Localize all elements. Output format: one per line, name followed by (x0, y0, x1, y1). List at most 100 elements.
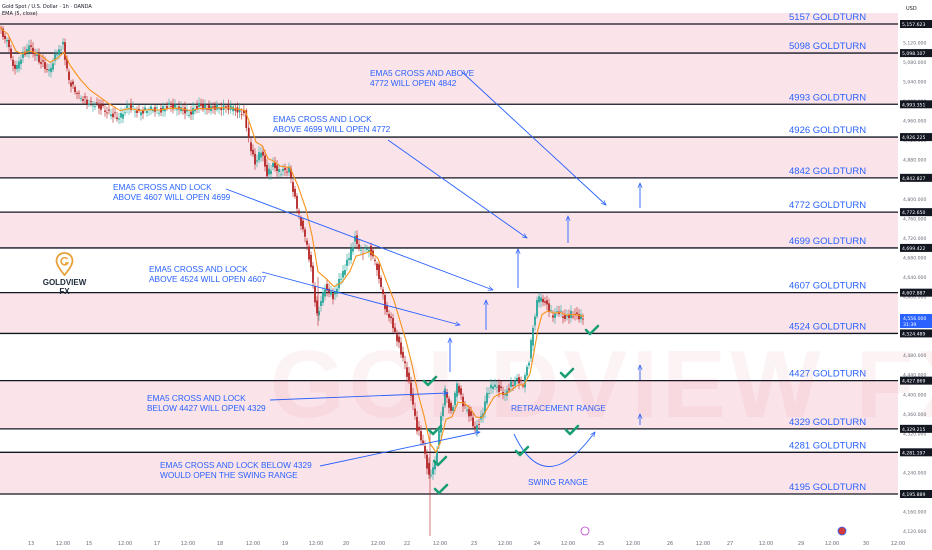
candle[interactable] (40, 62, 42, 64)
candle[interactable] (4, 35, 6, 40)
candle[interactable] (550, 309, 552, 311)
candle[interactable] (50, 67, 52, 73)
candle[interactable] (296, 195, 298, 209)
candle[interactable] (548, 303, 550, 312)
candle[interactable] (390, 316, 392, 319)
candle[interactable] (142, 109, 144, 114)
candle[interactable] (408, 372, 410, 382)
candle[interactable] (304, 229, 306, 237)
candle[interactable] (412, 393, 414, 405)
candle[interactable] (34, 54, 36, 56)
candle[interactable] (78, 92, 80, 94)
candle[interactable] (526, 366, 528, 376)
candle[interactable] (12, 59, 14, 66)
candle[interactable] (126, 105, 128, 108)
candle[interactable] (272, 163, 274, 167)
candle[interactable] (6, 39, 8, 42)
candle[interactable] (118, 118, 120, 120)
candle[interactable] (334, 291, 336, 295)
candle[interactable] (284, 168, 286, 171)
candle[interactable] (170, 105, 172, 107)
candle[interactable] (358, 244, 360, 249)
candle[interactable] (172, 103, 174, 110)
candle[interactable] (308, 246, 310, 260)
candle[interactable] (524, 375, 526, 388)
candle[interactable] (114, 112, 116, 114)
candle[interactable] (182, 109, 184, 111)
candle[interactable] (342, 271, 344, 278)
candle[interactable] (544, 301, 546, 303)
candle[interactable] (92, 105, 94, 107)
candle[interactable] (348, 258, 350, 260)
candle[interactable] (560, 310, 562, 312)
candle[interactable] (202, 104, 204, 110)
candle[interactable] (225, 106, 227, 109)
candle[interactable] (196, 105, 198, 110)
candle[interactable] (245, 110, 248, 128)
candle[interactable] (86, 99, 88, 105)
candle[interactable] (16, 64, 18, 70)
candle[interactable] (240, 113, 243, 115)
candle[interactable] (316, 300, 318, 314)
candle[interactable] (450, 402, 452, 411)
candle[interactable] (104, 110, 106, 112)
candle[interactable] (310, 254, 312, 268)
candle[interactable] (84, 96, 86, 98)
flag-icon[interactable] (837, 526, 847, 536)
candle[interactable] (88, 103, 90, 105)
candle[interactable] (340, 278, 342, 280)
candle[interactable] (534, 316, 536, 326)
candle[interactable] (350, 248, 352, 261)
candle[interactable] (582, 318, 584, 320)
candle[interactable] (346, 259, 348, 266)
candle[interactable] (286, 171, 288, 173)
candle[interactable] (464, 404, 466, 406)
candle[interactable] (152, 109, 154, 112)
candle[interactable] (20, 59, 22, 65)
candle[interactable] (512, 384, 514, 386)
candle[interactable] (276, 165, 278, 171)
candle[interactable] (134, 111, 136, 113)
candle[interactable] (494, 384, 496, 387)
candle[interactable] (108, 109, 110, 111)
candle[interactable] (514, 380, 516, 386)
candle[interactable] (200, 104, 202, 106)
candle[interactable] (406, 367, 408, 377)
candle[interactable] (166, 106, 168, 109)
candle[interactable] (52, 63, 54, 70)
candle[interactable] (288, 166, 290, 173)
candle[interactable] (268, 168, 270, 175)
candle[interactable] (150, 106, 152, 110)
candle[interactable] (322, 292, 324, 303)
candle[interactable] (72, 81, 74, 85)
candle[interactable] (138, 108, 140, 111)
candle[interactable] (102, 104, 104, 106)
candle[interactable] (198, 102, 200, 108)
candle[interactable] (434, 460, 436, 470)
candle[interactable] (462, 396, 464, 407)
candle[interactable] (466, 409, 468, 411)
candle[interactable] (576, 312, 578, 314)
candle[interactable] (540, 297, 542, 302)
candle[interactable] (206, 108, 208, 110)
candle[interactable] (370, 245, 372, 256)
candle[interactable] (46, 69, 48, 70)
candle[interactable] (106, 112, 108, 114)
candle[interactable] (312, 265, 314, 283)
candle[interactable] (324, 289, 326, 297)
candle[interactable] (18, 61, 20, 69)
candle[interactable] (180, 107, 182, 112)
candle[interactable] (410, 382, 412, 396)
candle[interactable] (38, 54, 40, 63)
candle[interactable] (510, 381, 512, 387)
candle[interactable] (528, 362, 530, 366)
candle[interactable] (504, 394, 506, 396)
candle[interactable] (60, 49, 62, 51)
candle[interactable] (374, 259, 376, 261)
candle[interactable] (204, 104, 206, 110)
candle[interactable] (354, 236, 356, 242)
candle[interactable] (236, 107, 239, 113)
candle[interactable] (470, 411, 472, 416)
candle[interactable] (64, 42, 66, 60)
